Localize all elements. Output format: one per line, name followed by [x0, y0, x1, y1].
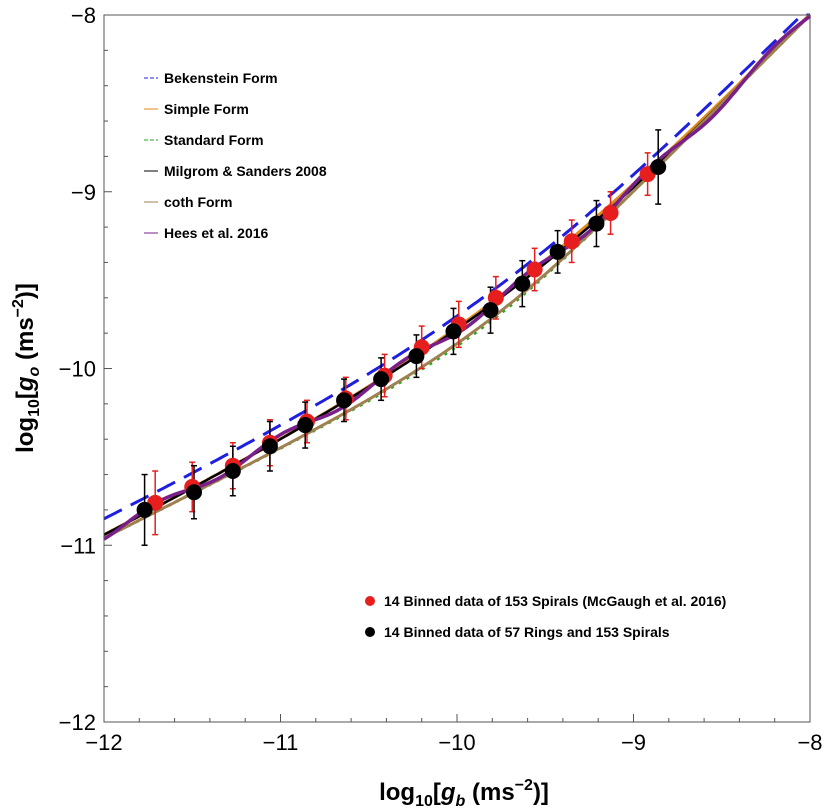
legend-label: Bekenstein Form	[164, 70, 278, 86]
curve-coth	[103, 13, 812, 540]
legend-marker	[365, 627, 375, 637]
rings-spiral-data-point	[588, 215, 605, 232]
legend-label: 14 Binned data of 153 Spirals (McGaugh e…	[384, 593, 726, 609]
x-tick-label: −11	[263, 730, 299, 755]
curve-milgrom	[103, 14, 811, 536]
curve-simple	[103, 13, 811, 537]
rings-spiral-data-point	[650, 159, 667, 176]
rings-spiral-data-point	[297, 417, 314, 434]
rings-spiral-data-point	[445, 323, 462, 340]
legend-marker	[365, 596, 375, 606]
y-tick-label: −9	[71, 180, 96, 205]
rings-spiral-data-point	[224, 463, 241, 480]
x-tick-label: −8	[797, 730, 822, 755]
x-axis-title: log10[gb (ms−2)]	[379, 777, 549, 809]
x-tick-label: −12	[85, 730, 122, 755]
spiral-data-point	[487, 289, 504, 306]
rings-spiral-data-point	[373, 371, 390, 388]
model-curves	[103, 13, 812, 541]
legend-label: 14 Binned data of 57 Rings and 153 Spira…	[384, 624, 670, 640]
x-tick-label: −9	[621, 730, 646, 755]
y-tick-label: −12	[59, 710, 96, 735]
rings-spiral-data-point	[336, 392, 353, 409]
curve-hees	[103, 14, 812, 541]
spiral-data-point	[563, 233, 580, 250]
axis-ticks: −12 −11 −10 −9 −8 −12 −11 −10 −9 −8	[59, 3, 823, 755]
legend-label: Simple Form	[164, 101, 249, 117]
y-tick-label: −8	[71, 3, 96, 28]
data-points	[136, 159, 667, 518]
spiral-data-point	[526, 261, 543, 278]
legend-label: Milgrom & Sanders 2008	[164, 163, 327, 179]
curve-standard	[103, 13, 812, 540]
curve-bekenstein	[103, 13, 810, 521]
legend-label: Hees et al. 2016	[164, 225, 269, 241]
rings-spiral-data-point	[482, 302, 499, 319]
legend-label: coth Form	[164, 194, 232, 210]
y-axis-title: log10[go (ms−2)]	[10, 283, 43, 453]
rings-spiral-data-point	[136, 501, 153, 518]
y-tick-label: −11	[60, 533, 96, 558]
rings-spiral-data-point	[549, 243, 566, 260]
rings-spiral-data-point	[186, 484, 203, 501]
spiral-data-point	[602, 204, 619, 221]
legend-label: Standard Form	[164, 132, 264, 148]
rings-spiral-data-point	[408, 348, 425, 365]
rings-spiral-data-point	[261, 438, 278, 455]
legend-points: 14 Binned data of 153 Spirals (McGaugh e…	[365, 593, 726, 640]
rings-spiral-data-point	[514, 275, 531, 292]
legend-curves: Bekenstein Form Simple Form Standard Form M…	[144, 70, 327, 241]
error-bars	[141, 129, 662, 546]
x-tick-label: −10	[438, 730, 475, 755]
y-tick-label: −10	[59, 357, 96, 382]
